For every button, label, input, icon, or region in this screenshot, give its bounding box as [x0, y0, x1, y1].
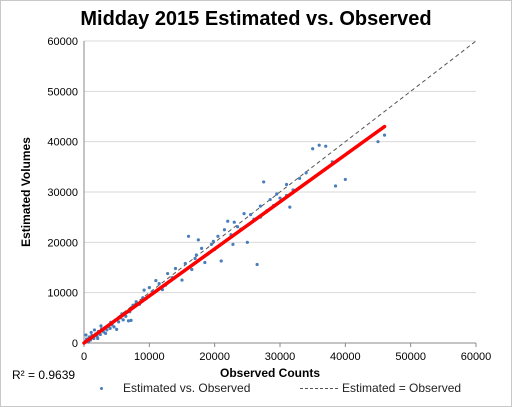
- data-point: [275, 192, 279, 196]
- trendline: [82, 124, 387, 345]
- y-tick-label: 10000: [47, 288, 78, 300]
- x-tick-label: 60000: [461, 351, 492, 363]
- legend-item-observed: Estimated vs. Observed: [100, 381, 250, 395]
- x-tick-label: 30000: [265, 351, 296, 363]
- x-tick-label: 10000: [134, 351, 165, 363]
- data-point: [154, 278, 158, 283]
- legend-marker-dash: [300, 387, 338, 389]
- x-tick-label: 20000: [199, 351, 230, 363]
- data-point: [112, 325, 116, 329]
- data-point: [115, 327, 119, 332]
- data-point: [190, 267, 194, 272]
- data-point: [219, 259, 223, 263]
- data-point: [235, 225, 240, 229]
- y-tick-label: 30000: [47, 187, 78, 199]
- data-point: [343, 177, 347, 182]
- y-tick-label: 60000: [47, 36, 78, 48]
- data-point: [382, 133, 387, 137]
- data-point: [166, 271, 170, 276]
- data-point: [298, 176, 302, 181]
- data-point: [108, 326, 112, 331]
- data-point: [193, 256, 197, 261]
- data-point: [92, 328, 97, 332]
- data-point: [117, 320, 121, 324]
- data-point: [222, 228, 227, 232]
- data-point: [255, 262, 259, 267]
- legend-item-reference: Estimated = Observed: [300, 381, 461, 395]
- x-tick-label: 0: [81, 351, 87, 363]
- data-point: [278, 196, 282, 200]
- data-point: [84, 333, 88, 337]
- tick-labels: 0 10000 20000 30000 40000 50000 60000 0 10000 200…: [47, 36, 491, 363]
- reference-line-path: [83, 40, 477, 344]
- data-point: [200, 246, 204, 250]
- data-point: [89, 330, 93, 335]
- data-point: [157, 282, 161, 286]
- data-point: [183, 261, 187, 266]
- x-axis-title: Observed Counts: [220, 366, 320, 380]
- data-point: [284, 182, 289, 187]
- data-point: [226, 219, 230, 223]
- data-point: [288, 205, 292, 209]
- data-point: [317, 143, 321, 147]
- data-point: [126, 319, 131, 323]
- data-point: [196, 238, 200, 242]
- data-point: [304, 171, 308, 175]
- data-point: [147, 286, 151, 290]
- data-point: [186, 234, 191, 238]
- data-point: [103, 331, 108, 336]
- axes: [83, 41, 477, 347]
- y-tick-label: 0: [72, 338, 78, 350]
- legend-marker-dot: [100, 386, 103, 390]
- data-point: [258, 204, 262, 208]
- data-point: [211, 239, 215, 243]
- data-point: [173, 266, 178, 271]
- chart-title: Midday 2015 Estimated vs. Observed: [80, 8, 432, 30]
- x-tick-label: 40000: [330, 351, 361, 363]
- y-tick-label: 40000: [47, 137, 78, 149]
- reference-line: [83, 40, 477, 344]
- data-point: [99, 324, 103, 328]
- y-tick-label: 50000: [47, 86, 78, 98]
- data-point: [232, 220, 236, 224]
- y-tick-label: 20000: [47, 237, 78, 249]
- y-axis-title: Estimated Volumes: [19, 137, 33, 247]
- data-point: [245, 240, 249, 244]
- data-point: [249, 213, 253, 217]
- data-point: [311, 147, 315, 151]
- data-point: [262, 180, 266, 184]
- data-point: [142, 288, 146, 292]
- data-point: [209, 242, 213, 246]
- data-point: [121, 318, 125, 322]
- data-point: [194, 253, 198, 257]
- data-point: [216, 234, 220, 238]
- data-point: [376, 140, 380, 144]
- data-point: [268, 197, 272, 202]
- legend-label-reference: Estimated = Observed: [342, 381, 462, 395]
- data-point: [231, 242, 235, 246]
- data-point: [129, 318, 133, 322]
- data-point: [96, 336, 100, 341]
- data-point: [203, 260, 207, 265]
- data-point: [134, 300, 138, 304]
- x-tick-label: 50000: [395, 351, 426, 363]
- trendline-path: [82, 124, 387, 345]
- legend-label-observed: Estimated vs. Observed: [123, 381, 251, 395]
- r-squared-label: R² = 0.9639: [12, 368, 76, 382]
- data-point: [324, 144, 328, 148]
- gridlines: [84, 40, 476, 294]
- data-point: [180, 278, 184, 282]
- data-point: [242, 212, 246, 216]
- data-point: [333, 184, 338, 188]
